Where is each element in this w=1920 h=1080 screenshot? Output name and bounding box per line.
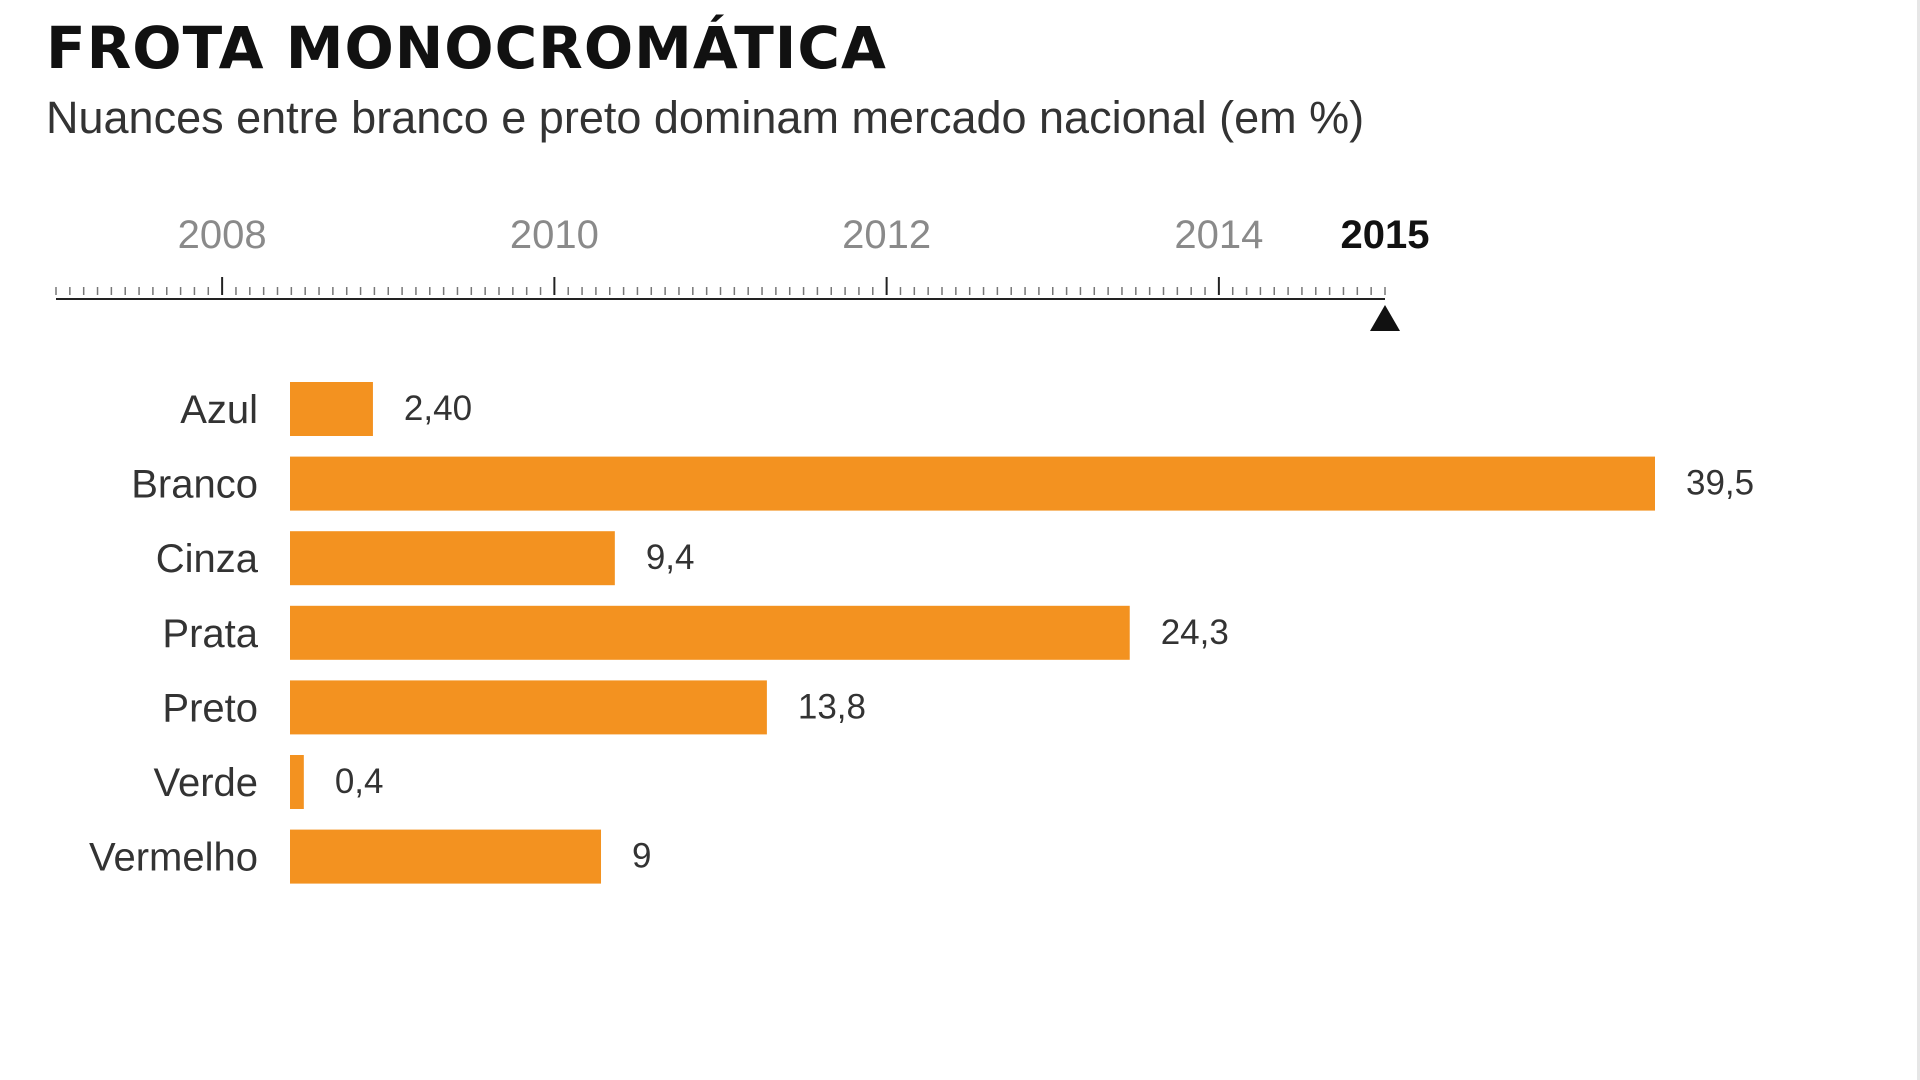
value-label: 2,40 (404, 389, 472, 428)
value-label: 9,4 (646, 538, 695, 577)
value-label: 39,5 (1686, 464, 1754, 503)
value-label: 0,4 (335, 762, 384, 801)
value-label: 13,8 (798, 687, 866, 726)
category-label: Vermelho (89, 836, 258, 880)
category-label: Verde (153, 761, 258, 805)
bar-prata (290, 605, 1130, 660)
category-label: Cinza (156, 537, 259, 581)
bar-branco (290, 456, 1655, 511)
value-label: 9 (632, 837, 651, 876)
category-label: Branco (131, 463, 258, 507)
timeline-year-label[interactable]: 2014 (1174, 213, 1263, 257)
timeline-year-selected[interactable]: 2015 (1341, 213, 1430, 257)
chart-title: FROTA MONOCROMÁTICA (46, 14, 887, 82)
bar-verde (290, 755, 304, 809)
timeline-slider-handle-icon[interactable] (1370, 305, 1400, 331)
bar-chart: Azul 2,40 Branco 39,5 Cinza 9,4 Prata 24,3 Preto… (89, 382, 1754, 884)
timeline-year-label[interactable]: 2010 (510, 213, 599, 257)
bar-cinza (290, 531, 615, 586)
value-label: 24,3 (1161, 613, 1229, 652)
timeline-year-label[interactable]: 2008 (178, 213, 267, 257)
category-label: Prata (162, 612, 258, 656)
page-edge (1917, 0, 1920, 1080)
bar-vermelho (290, 829, 602, 884)
category-label: Azul (180, 388, 258, 432)
category-label: Preto (162, 686, 258, 730)
timeline-year-label[interactable]: 2012 (842, 213, 931, 257)
year-timeline[interactable]: 2008 2010 2012 2014 2015 (0, 0, 1920, 360)
bar-azul (290, 382, 373, 436)
bar-preto (290, 680, 767, 735)
chart-subtitle: Nuances entre branco e preto dominam mer… (46, 92, 1365, 143)
